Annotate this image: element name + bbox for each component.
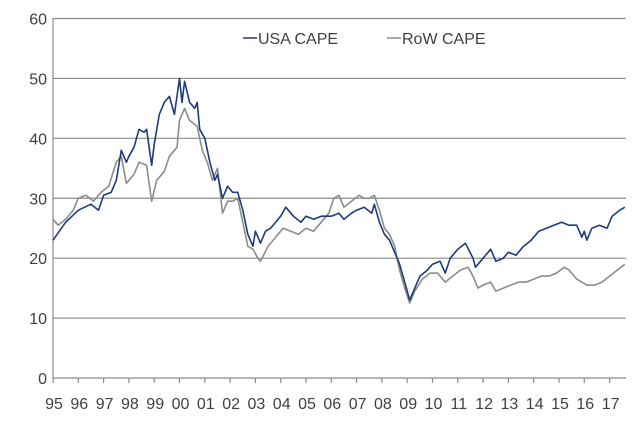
x-tick-label: 97 [96, 396, 114, 413]
gridlines [53, 17, 626, 319]
x-tick-label: 00 [172, 396, 190, 413]
series-lines [52, 77, 626, 304]
x-tick-label: 09 [399, 396, 417, 413]
x-tick-label: 15 [551, 396, 569, 413]
x-tick-label: 10 [425, 396, 443, 413]
x-tick-label: 04 [273, 396, 291, 413]
legend-label-usa: USA CAPE [258, 31, 338, 48]
x-axis-ticks: 95 96 97 98 99 00 01 02 03 04 05 06 07 08 09 10 11 12 13 14… [45, 378, 620, 413]
legend: USA CAPE RoW CAPE [243, 31, 486, 48]
x-tick-label: 16 [576, 396, 594, 413]
x-tick-label: 14 [526, 396, 544, 413]
x-tick-label: 07 [349, 396, 367, 413]
x-tick-label: 01 [197, 396, 215, 413]
x-tick-label: 12 [475, 396, 493, 413]
y-tick-label: 10 [29, 311, 47, 328]
y-tick-label: 0 [38, 371, 47, 388]
series-line-usa-cape [52, 77, 626, 301]
legend-label-row: RoW CAPE [402, 31, 486, 48]
x-tick-label: 99 [146, 396, 164, 413]
x-tick-label: 05 [298, 396, 316, 413]
y-tick-label: 60 [29, 12, 47, 29]
y-tick-label: 40 [29, 131, 47, 148]
x-tick-label: 11 [450, 396, 467, 413]
x-tick-label: 08 [374, 396, 392, 413]
x-tick-label: 13 [501, 396, 519, 413]
x-tick-label: 96 [70, 396, 88, 413]
x-tick-label: 17 [602, 396, 620, 413]
x-tick-label: 06 [323, 396, 341, 413]
y-tick-label: 50 [29, 71, 47, 88]
y-axis-tick-labels: 0 10 20 30 40 50 60 [29, 12, 47, 389]
x-tick-label: 98 [121, 396, 139, 413]
series-line-row-cape [52, 107, 626, 304]
x-tick-label: 02 [222, 396, 240, 413]
y-tick-label: 30 [29, 191, 47, 208]
x-tick-label: 95 [45, 396, 63, 413]
x-tick-label: 03 [248, 396, 266, 413]
y-tick-label: 20 [29, 251, 47, 268]
